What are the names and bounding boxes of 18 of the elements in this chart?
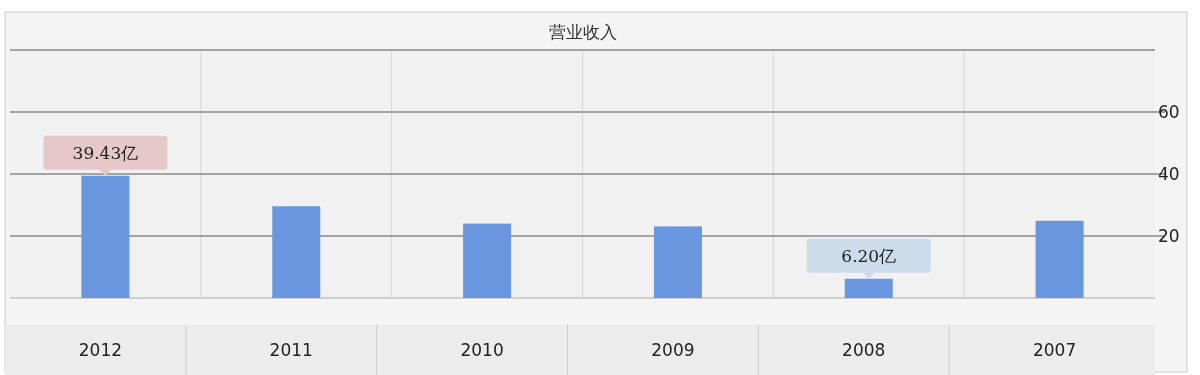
x-tick-label: 2010 [460, 340, 504, 360]
y-tick-label: 20 [1158, 226, 1180, 246]
x-tick-label: 2009 [651, 340, 695, 360]
x-tick-label: 2007 [1032, 340, 1077, 360]
bar [653, 226, 702, 298]
data-label: 39.43亿 [72, 142, 139, 163]
x-tick-label: 2008 [842, 340, 886, 360]
bar [463, 223, 512, 298]
bar [844, 278, 893, 298]
bar [272, 206, 321, 298]
x-tick-label: 2011 [269, 340, 313, 360]
y-tick-label: 40 [1158, 164, 1180, 184]
bar [81, 175, 130, 298]
bar [1035, 220, 1084, 298]
data-label: 6.20亿 [841, 245, 897, 266]
y-tick-label: 60 [1158, 102, 1180, 122]
x-tick-label: 2012 [78, 340, 123, 360]
chart-title: 营业收入 [548, 22, 617, 42]
